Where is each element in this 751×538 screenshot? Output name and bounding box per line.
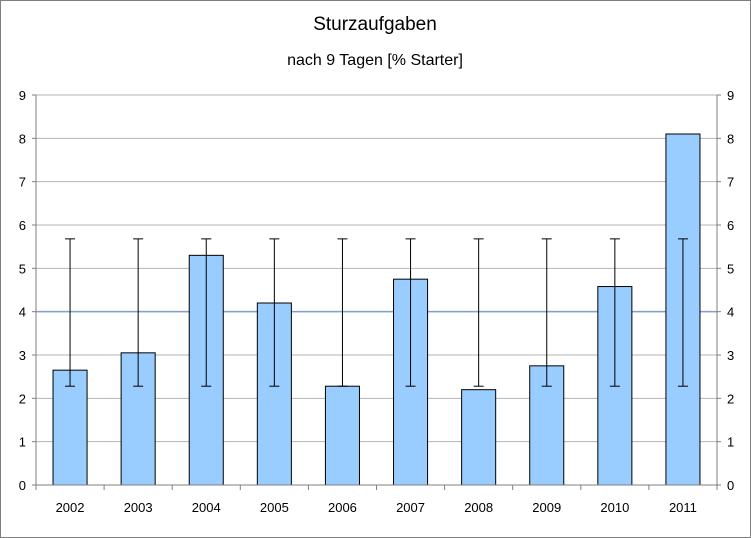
error-bar-2009: [541, 238, 552, 387]
y-left-tick-label-3: 3: [19, 348, 26, 363]
chart-subtitle: nach 9 Tagen [% Starter]: [287, 52, 463, 69]
bar-2002: [52, 369, 88, 486]
y-right-tick-label-8: 8: [727, 131, 734, 146]
y-left-tick-label-6: 6: [19, 218, 26, 233]
y-left-tick-label-8: 8: [19, 131, 26, 146]
x-tick-label-2004: 2004: [192, 500, 221, 515]
y-axis-left-ticks: 0 1 2 3 4 5 6 7 8 9: [19, 88, 26, 493]
y-left-tick-label-9: 9: [19, 88, 26, 103]
y-right-tick-label-4: 4: [727, 305, 734, 320]
y-right-tick-label-3: 3: [727, 348, 734, 363]
x-tick-label-2011: 2011: [669, 500, 697, 515]
error-bar-2006: [337, 238, 348, 387]
error-bar-2005: [269, 238, 280, 387]
y-left-tick-label-1: 1: [19, 435, 26, 450]
y-right-tick-label-5: 5: [727, 261, 734, 276]
x-tick-label-2007: 2007: [396, 500, 425, 515]
y-left-tick-label-5: 5: [19, 261, 26, 276]
error-bars: [65, 238, 688, 387]
bars: [52, 133, 701, 486]
x-tick-label-2006: 2006: [328, 500, 357, 515]
y-right-tick-label-0: 0: [727, 478, 734, 493]
error-bar-2002: [65, 238, 76, 387]
y-right-tick-label-2: 2: [727, 391, 734, 406]
y-left-tick-label-0: 0: [19, 478, 26, 493]
y-right-tick-label-6: 6: [727, 218, 734, 233]
y-right-tick-label-7: 7: [727, 175, 734, 190]
x-tick-label-2008: 2008: [464, 500, 493, 515]
axes: [32, 94, 721, 490]
y-left-tick-label-4: 4: [19, 305, 26, 320]
x-tick-label-2005: 2005: [260, 500, 289, 515]
error-bar-2010: [609, 238, 620, 387]
error-bar-2003: [133, 238, 144, 387]
y-right-tick-label-9: 9: [727, 88, 734, 103]
x-axis-ticks: 2002 2003 2004 2005 2006 2007 2008 2009 2010 2011: [56, 500, 697, 515]
y-left-tick-label-7: 7: [19, 175, 26, 190]
y-right-tick-label-1: 1: [727, 435, 734, 450]
error-bar-2008: [473, 238, 484, 387]
error-bar-2007: [405, 238, 416, 387]
x-tick-label-2009: 2009: [532, 500, 561, 515]
y-left-tick-label-2: 2: [19, 391, 26, 406]
x-tick-label-2010: 2010: [600, 500, 629, 515]
error-bar-2004: [201, 238, 212, 387]
error-bar-2011: [677, 238, 688, 387]
x-tick-label-2002: 2002: [56, 500, 85, 515]
y-axis-right-ticks: 0 1 2 3 4 5 6 7 8 9: [727, 88, 734, 493]
chart-title: Sturzaufgaben: [313, 14, 437, 35]
bar-2008: [461, 389, 497, 486]
bar-2006: [324, 385, 360, 486]
x-tick-label-2003: 2003: [124, 500, 153, 515]
